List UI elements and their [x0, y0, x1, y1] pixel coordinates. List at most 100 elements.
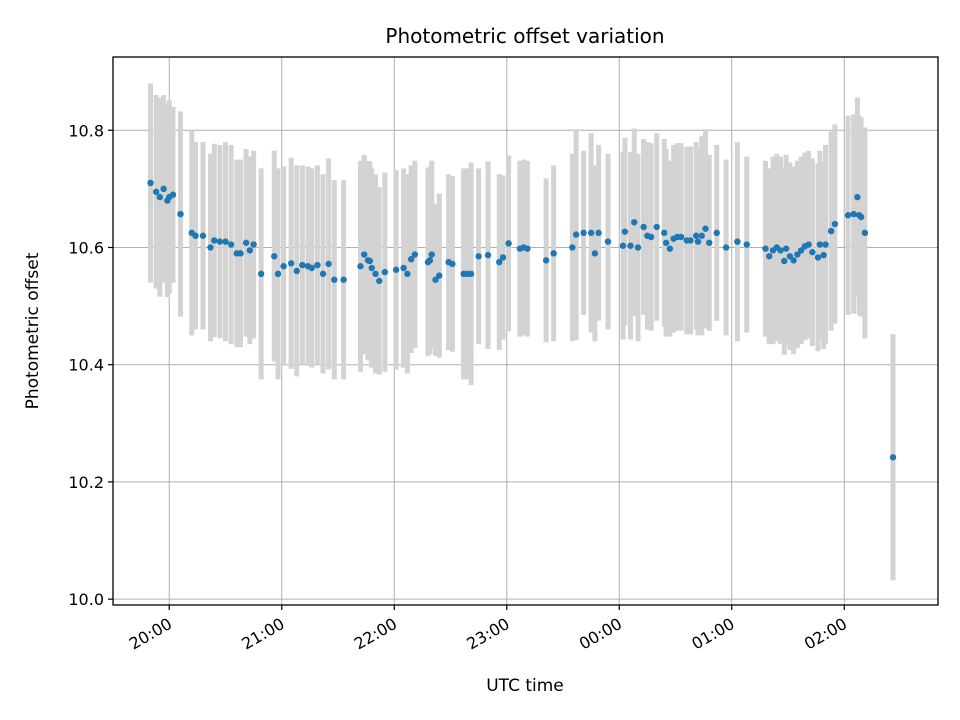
data-point: [572, 231, 580, 238]
data-point: [308, 264, 315, 272]
data-point: [550, 250, 557, 257]
data-point: [743, 241, 750, 248]
data-point: [861, 229, 869, 237]
chart-title: Photometric offset variation: [385, 24, 664, 48]
data-point: [786, 253, 794, 260]
data-point: [436, 272, 443, 279]
data-point: [319, 270, 327, 278]
data-point: [781, 257, 788, 265]
x-axis-label: UTC time: [486, 676, 564, 696]
data-point: [340, 276, 347, 283]
data-point: [246, 247, 254, 254]
data-point: [499, 254, 507, 261]
data-point: [192, 232, 199, 239]
y-tick-label: 10.2: [68, 473, 104, 492]
data-point: [619, 242, 627, 249]
y-tick-label: 10.0: [68, 590, 104, 609]
data-point: [850, 210, 857, 218]
data-point: [734, 238, 741, 245]
data-point: [280, 263, 287, 270]
y-tick-label: 10.4: [68, 356, 104, 375]
data-point: [794, 251, 801, 258]
data-point: [857, 213, 865, 221]
data-point: [889, 454, 897, 461]
data-point: [147, 179, 154, 187]
data-point: [634, 244, 642, 251]
data-point: [449, 260, 456, 268]
data-point: [227, 241, 235, 248]
data-point: [177, 210, 184, 218]
data-point: [692, 232, 700, 239]
data-point: [827, 227, 835, 235]
data-point: [569, 244, 576, 251]
data-point: [156, 193, 164, 201]
data-point: [713, 229, 720, 237]
plot-frame: [112, 56, 939, 606]
data-point: [722, 244, 730, 251]
data-point: [325, 260, 332, 268]
data-point: [381, 268, 389, 276]
data-point: [706, 239, 713, 246]
data-point: [816, 241, 824, 248]
data-point: [809, 248, 816, 256]
data-point: [366, 257, 374, 265]
data-point: [766, 253, 773, 260]
data-point: [271, 253, 278, 260]
data-point: [376, 277, 383, 285]
data-point: [484, 251, 492, 259]
data-point: [666, 245, 674, 252]
data-point: [591, 250, 599, 257]
data-point: [524, 245, 531, 252]
data-point: [368, 264, 375, 272]
y-tick-label: 10.8: [68, 121, 104, 140]
data-point: [661, 229, 668, 237]
data-point: [662, 239, 670, 246]
data-point: [152, 188, 160, 196]
data-point: [222, 238, 229, 245]
data-point: [694, 238, 702, 245]
data-point: [411, 251, 419, 258]
data-point: [702, 225, 709, 232]
data-point: [805, 241, 812, 248]
data-point: [293, 267, 300, 275]
y-axis-ticks: 10.0 10.2 10.4 10.6 10.8: [68, 121, 113, 609]
data-point: [580, 229, 587, 237]
data-point: [687, 237, 694, 244]
data-point: [331, 276, 338, 283]
y-axis-label: Photometric offset: [23, 252, 43, 409]
data-point: [822, 241, 829, 248]
data-point: [287, 260, 295, 267]
data-point: [372, 270, 379, 278]
data-point: [496, 258, 503, 266]
data-point: [505, 240, 512, 247]
data-point: [392, 266, 400, 273]
data-point: [250, 241, 257, 248]
data-point: [762, 245, 769, 252]
data-point: [400, 264, 407, 272]
data-point: [475, 253, 482, 260]
data-point: [237, 250, 244, 257]
data-point: [621, 228, 629, 235]
data-point: [653, 223, 660, 231]
data-point: [299, 261, 306, 269]
y-tick-label: 10.6: [68, 238, 104, 257]
data-point: [627, 242, 634, 249]
data-point: [647, 233, 655, 241]
data-point: [160, 185, 167, 193]
data-point: [169, 191, 177, 198]
data-point: [428, 251, 435, 258]
data-point: [587, 229, 595, 237]
data-point: [211, 237, 218, 244]
data-point: [814, 254, 822, 261]
data-point: [404, 270, 411, 278]
data-point: [357, 263, 364, 270]
data-point: [199, 232, 207, 239]
data-point: [640, 223, 647, 231]
data-point: [854, 193, 861, 201]
data-point: [216, 238, 224, 245]
data-point: [314, 261, 321, 269]
data-point: [790, 257, 797, 264]
data-point: [797, 247, 805, 254]
